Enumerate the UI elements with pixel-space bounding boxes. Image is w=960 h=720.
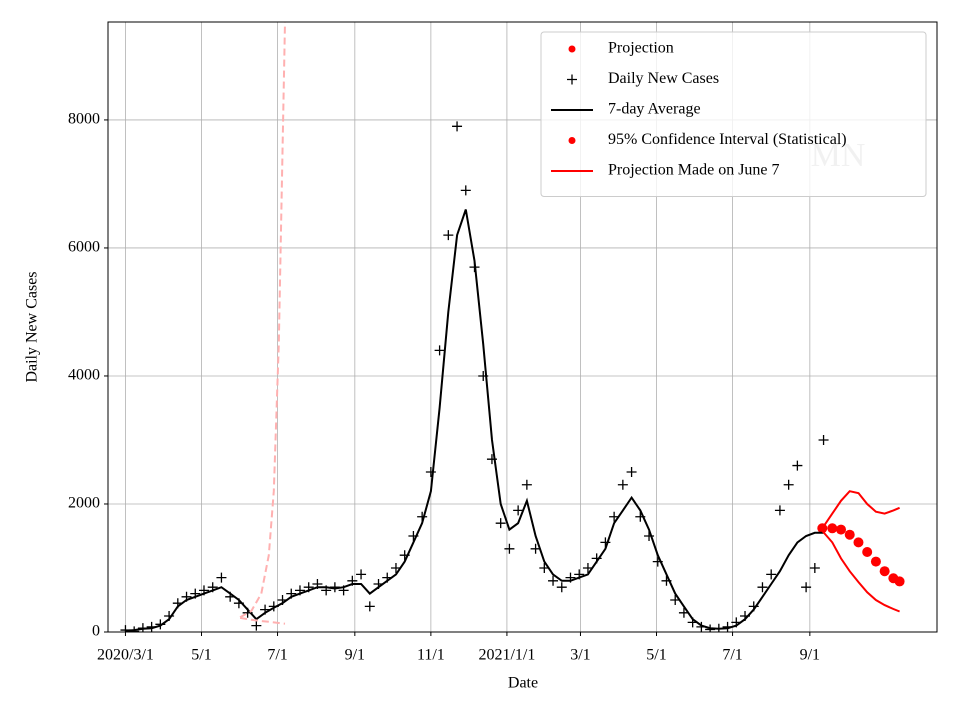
plus-marker bbox=[809, 562, 820, 573]
legend-dot bbox=[568, 137, 576, 144]
plus-marker bbox=[495, 518, 506, 529]
x-tick-label: 5/1 bbox=[646, 647, 666, 664]
band-lower bbox=[239, 616, 286, 625]
dot-marker bbox=[853, 537, 864, 548]
plus-marker bbox=[705, 624, 716, 632]
plus-marker bbox=[626, 466, 637, 477]
plus-marker bbox=[521, 479, 532, 490]
x-tick-label: 7/1 bbox=[267, 647, 287, 664]
plus-marker bbox=[766, 569, 777, 580]
plus-marker bbox=[425, 466, 436, 477]
plus-marker bbox=[460, 185, 471, 196]
dot-marker bbox=[844, 529, 855, 540]
plus-marker bbox=[774, 505, 785, 516]
plus-marker bbox=[452, 121, 463, 132]
plus-marker bbox=[251, 620, 262, 631]
plus-marker bbox=[548, 575, 559, 586]
legend-dot bbox=[568, 45, 576, 53]
band-upper bbox=[821, 490, 900, 529]
plot-frame bbox=[107, 21, 938, 633]
y-tick-label: 6000 bbox=[68, 239, 100, 256]
plus-marker bbox=[801, 582, 812, 593]
plus-marker bbox=[513, 505, 524, 516]
dot-marker bbox=[836, 524, 847, 535]
y-tick-label: 2000 bbox=[68, 495, 100, 512]
plus-marker bbox=[216, 572, 227, 583]
legend-label: 95% Confidence Interval (Statistical) bbox=[608, 131, 847, 148]
plus-marker bbox=[356, 569, 367, 580]
plus-marker bbox=[617, 479, 628, 490]
dot-marker bbox=[879, 566, 890, 577]
legend-label: Daily New Cases bbox=[608, 70, 719, 87]
plus-marker bbox=[155, 619, 166, 630]
x-tick-label: 9/1 bbox=[345, 647, 365, 664]
x-tick-label: 2020/3/1 bbox=[97, 647, 154, 664]
x-tick-label: 9/1 bbox=[800, 647, 820, 664]
dot-marker bbox=[894, 576, 905, 587]
legend-label: 7-day Average bbox=[608, 101, 701, 118]
plus-marker bbox=[556, 582, 567, 593]
band-upper bbox=[239, 22, 286, 619]
legend-box bbox=[540, 31, 927, 197]
plus-marker bbox=[818, 434, 829, 445]
plus-marker bbox=[504, 543, 515, 554]
plus-marker bbox=[364, 601, 375, 612]
plus-marker bbox=[792, 460, 803, 471]
plus-marker bbox=[129, 626, 140, 632]
plus-marker bbox=[434, 345, 445, 356]
x-tick-label: 2021/1/1 bbox=[478, 647, 535, 664]
legend-plus bbox=[567, 74, 577, 85]
dot-marker bbox=[827, 523, 838, 534]
x-tick-label: 7/1 bbox=[722, 647, 742, 664]
legend-label: Projection Made on June 7 bbox=[608, 162, 780, 179]
plus-marker bbox=[757, 582, 768, 593]
y-tick-label: 4000 bbox=[68, 367, 100, 384]
y-tick-label: 8000 bbox=[68, 111, 100, 128]
plus-marker bbox=[443, 230, 454, 241]
legend-label: Projection bbox=[608, 40, 674, 57]
line bbox=[125, 209, 824, 632]
x-tick-label: 11/1 bbox=[417, 647, 445, 664]
plus-marker bbox=[783, 479, 794, 490]
plot-area bbox=[120, 22, 905, 632]
dot-marker bbox=[870, 556, 881, 567]
x-axis-label: Date bbox=[508, 675, 538, 692]
y-tick-label: 0 bbox=[92, 623, 100, 640]
y-axis-label: Daily New Cases bbox=[24, 271, 41, 382]
band-lower bbox=[821, 530, 900, 613]
x-tick-label: 5/1 bbox=[191, 647, 211, 664]
dot-marker bbox=[862, 546, 873, 557]
x-tick-label: 3/1 bbox=[570, 647, 590, 664]
